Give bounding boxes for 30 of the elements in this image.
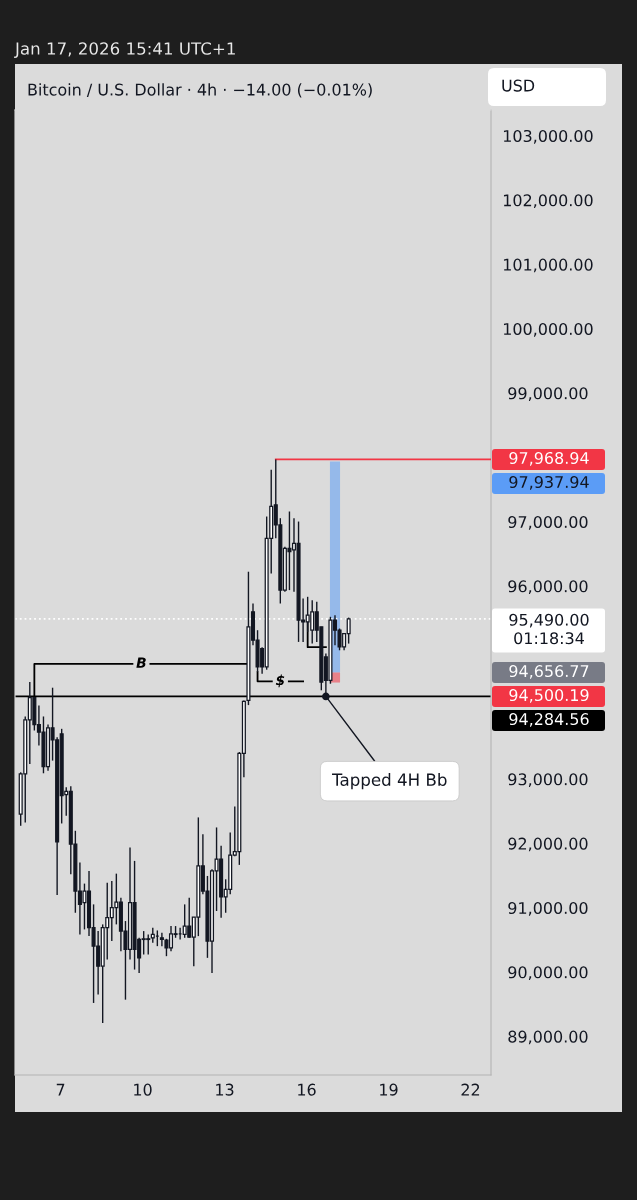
text: 94,500.19 — [509, 689, 589, 703]
chart-title: Bitcoin / U.S. Dollar · 4h · −14.00 (−0.01%) — [28, 83, 372, 98]
chart-subtitle: Jan 17, 2026 15:41 UTC+1 — [14, 42, 235, 58]
annotation: Tapped 4H Bb — [332, 773, 447, 790]
y-tick-label: 96,000.00 — [508, 580, 588, 594]
y-tick-label: 92,000.00 — [508, 837, 588, 852]
y-tick-label: 90,000.00 — [508, 966, 588, 980]
x-tick-label: 19 — [380, 1083, 398, 1096]
y-tick-label: 101,000.00 — [503, 258, 593, 273]
y-tick-label: 102,000.00 — [503, 194, 593, 208]
ref-line-label: 94,284.56 — [509, 713, 589, 727]
x-tick-label: 22 — [461, 1083, 480, 1096]
y-tick-label: 99,000.00 — [508, 387, 588, 401]
text: 94,656.77 — [509, 665, 589, 679]
y-axis-title: USD — [502, 79, 535, 92]
ref-line-label: 95,490.00 01:18:34 — [509, 613, 589, 645]
text: 97,937.94 — [509, 475, 589, 490]
y-tick-label: 93,000.00 — [508, 773, 588, 787]
x-tick-label: 16 — [298, 1083, 316, 1096]
x-tick-label: 10 — [134, 1083, 152, 1096]
series-label: $ — [275, 674, 285, 688]
text: 97,968.94 — [509, 451, 589, 466]
x-tick-label: 7 — [56, 1083, 65, 1096]
y-tick-label: 89,000.00 — [508, 1030, 588, 1045]
y-tick-label: 91,000.00 — [508, 901, 588, 916]
y-tick-label: 103,000.00 — [503, 129, 593, 144]
y-tick-label: 100,000.00 — [503, 322, 593, 337]
series-label: B — [136, 657, 146, 668]
y-tick-label: 97,000.00 — [508, 515, 588, 530]
x-tick-label: 13 — [216, 1083, 234, 1096]
